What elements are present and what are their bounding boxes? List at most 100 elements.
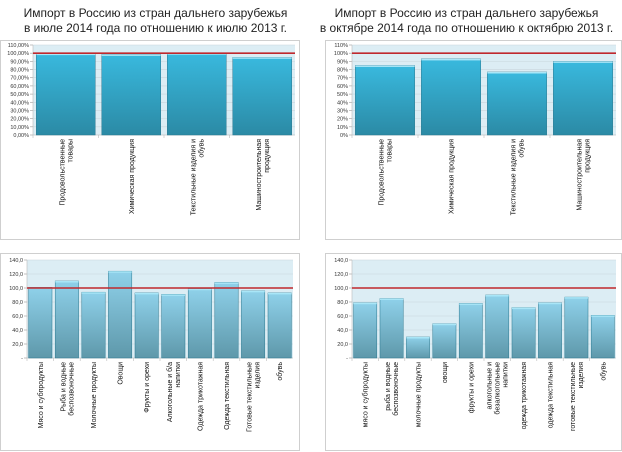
bar-highlight (232, 57, 292, 59)
x-category-label: готовые текстильные изделия (570, 362, 585, 431)
x-category-label-line: Готовые текстильные (247, 362, 254, 432)
x-category-label-line: молочные продукты (416, 362, 423, 427)
y-tick-label: 80,00% (10, 68, 29, 74)
x-category-label-line: Химическая продукция (129, 139, 136, 214)
bar (421, 58, 481, 136)
x-category-label: Алкогольные и б/а напитки (166, 362, 182, 422)
bar (379, 298, 404, 359)
x-category-label-line: обувь (518, 139, 526, 158)
x-category-label: одежда текстильная (548, 362, 555, 429)
bar (108, 270, 133, 359)
bar (134, 292, 159, 359)
bar-highlight (406, 337, 430, 339)
y-tick-label: 80,0 (12, 300, 23, 306)
x-category-label: Текстильные изделия и обувь (190, 139, 205, 216)
bar-highlight (267, 292, 292, 295)
x-category-label: Химическая продукция (449, 139, 456, 214)
bar (432, 323, 457, 359)
chart-july-groups: 0,00% 10,00% 20,00% 30,00% 40,00% 50,00% 60,00… (7, 43, 295, 216)
bar (353, 302, 378, 359)
y-tick-label: 60% (337, 84, 348, 90)
bar-highlight (538, 302, 562, 305)
bar (355, 65, 415, 136)
y-tick-label: 20,0 (12, 342, 23, 348)
chart-title-july-line2: в июле 2014 года по отношению к июлю 201… (23, 21, 288, 35)
x-category-label: обувь (599, 362, 607, 381)
bar-highlight (421, 58, 481, 61)
y-tick-label: 10% (337, 125, 348, 131)
y-tick-label: 90,00% (10, 59, 29, 65)
bar (101, 54, 161, 136)
bar (232, 57, 292, 136)
x-category-label: Продовольственные товары (379, 139, 394, 206)
y-tick-label: 30,00% (10, 108, 29, 114)
chart-title-october: Импорт в Россию из стран дальнего зарубе… (311, 6, 622, 36)
x-category-label: рыба и водные беспозвоночные (384, 362, 400, 416)
bar (487, 71, 547, 136)
x-category-label-line: обувь (599, 362, 607, 381)
bar-highlight (241, 290, 265, 293)
bar-highlight (487, 72, 547, 74)
chart-title-july: Импорт в Россию из стран дальнего зарубе… (0, 6, 311, 36)
bar (214, 282, 239, 359)
bar-highlight (553, 61, 613, 63)
x-category-label-line: продукция (264, 139, 271, 173)
bar (458, 303, 483, 359)
y-tick-label: 40,00% (10, 100, 29, 106)
x-category-label-line: алкогольные и (487, 362, 494, 410)
x-category-label-line: обувь (197, 139, 205, 158)
y-tick-label: 110,00% (8, 43, 29, 49)
x-category-label-line: товары (387, 139, 394, 162)
x-category-label: Продовольственные товары (59, 139, 74, 206)
y-tick-label: 80,0 (337, 300, 348, 306)
y-tick-label: 70,00% (10, 76, 29, 82)
x-category-label-line: Одежда текстильная (224, 362, 231, 430)
x-category-label: Мясо и субпродукты (37, 362, 45, 428)
bar (36, 53, 96, 136)
y-tick-label: 120,0 (334, 272, 348, 278)
y-tick-label: 60,00% (10, 84, 29, 90)
y-tick-label: 40% (337, 100, 348, 106)
chart-panel-july-groups: 0,00% 10,00% 20,00% 30,00% 40,00% 50,00% 60,00… (0, 40, 300, 240)
x-category-label: овощи (442, 362, 449, 383)
x-category-label-line: товары (67, 139, 74, 162)
y-tick-label: 20,0 (337, 342, 348, 348)
x-category-label-line: Химическая продукция (449, 139, 456, 214)
y-tick-label: 110% (334, 43, 348, 49)
y-tick-label: 40,0 (12, 328, 23, 334)
x-category-label: молочные продукты (416, 362, 423, 427)
y-tick-label: 60,0 (337, 314, 348, 320)
bar (406, 336, 430, 359)
x-category-label-line: беспозвоночные (392, 362, 400, 416)
chart-october-items: - 20,0 40,0 60,0 80,0 100,0 120,0 140,0 мясо и с… (334, 258, 616, 431)
bar-highlight (214, 282, 239, 284)
bar-highlight (108, 271, 132, 273)
y-tick-label: 80% (337, 68, 348, 74)
bar-highlight (134, 292, 159, 295)
bar-highlight (379, 298, 404, 300)
y-tick-label: 90% (337, 59, 348, 65)
x-category-label: мясо и субпродукты (362, 362, 370, 427)
x-category-label: Рыба и водные беспозвоночные (59, 362, 75, 416)
chart-panel-october-items: - 20,0 40,0 60,0 80,0 100,0 120,0 140,0 мясо и с… (325, 253, 622, 451)
bar (267, 292, 292, 359)
bar-highlight (188, 288, 212, 291)
chart-panel-july-items: - 20,0 40,0 60,0 80,0 100,0 120,0 140,0 Мясо и с… (0, 253, 300, 451)
y-tick-label: 140,0 (334, 258, 348, 264)
x-category-label: Машиностроительная продукция (577, 139, 592, 211)
y-tick-label: 140,0 (9, 258, 23, 264)
y-tick-label: 100,0 (9, 286, 23, 292)
x-category-label: одежда трикотажная (521, 362, 528, 430)
bar-highlight (353, 302, 377, 305)
y-tick-label: 60,0 (12, 314, 23, 320)
y-tick-label: 70% (337, 76, 348, 82)
x-category-label-line: напитки (175, 362, 182, 388)
x-category-label: алкогольные и безалкогольные напитки (487, 362, 510, 415)
x-category-label-line: фрукты и орехи (468, 362, 475, 413)
bar-highlight (591, 315, 615, 317)
x-category-label: Машиностроительная продукция (256, 139, 271, 211)
x-category-label-line: мясо и субпродукты (362, 362, 370, 427)
bar (553, 61, 613, 136)
y-tick-label: - (346, 356, 348, 362)
y-tick-label: 0,00% (13, 133, 29, 139)
